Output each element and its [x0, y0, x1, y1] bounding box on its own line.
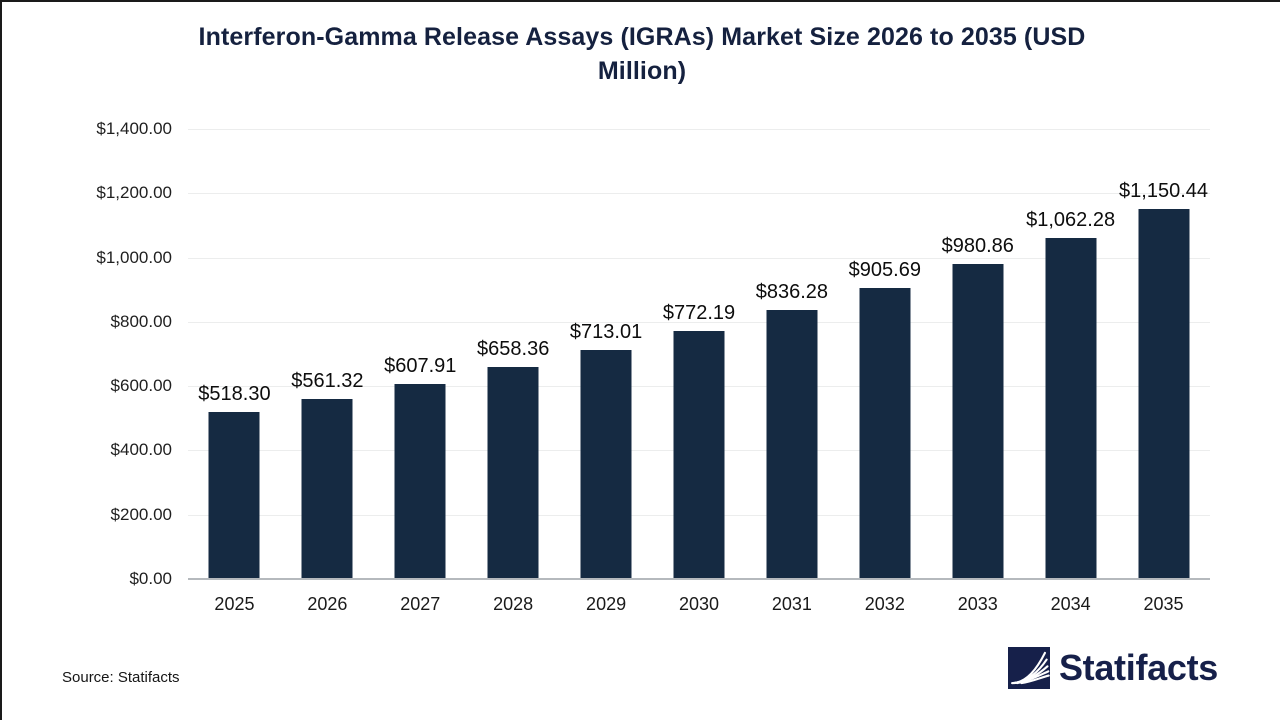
bar-slot: $1,150.44	[1117, 129, 1210, 579]
x-axis-tick-label: 2035	[1143, 594, 1184, 614]
bar-value-label: $1,150.44	[1119, 180, 1209, 203]
x-axis-tick-label: 2025	[214, 594, 255, 614]
x-axis-tick-label: 2026	[307, 594, 348, 614]
x-axis-baseline	[188, 578, 1210, 580]
y-axis-tick-label: $1,200.00	[96, 183, 172, 203]
bar-slot: $772.19	[653, 129, 746, 579]
chart-title-line-2: 2035 (USD Million)	[597, 23, 1086, 85]
x-axis-tick-label: 2027	[400, 594, 441, 614]
bar-value-label: $607.91	[384, 354, 457, 377]
statifacts-wave-logo-icon	[1007, 647, 1050, 689]
y-axis: $1,400.00 $1,200.00 $1,000.00 $800.00 $600.0…	[32, 119, 172, 588]
bar-slot: $836.28	[745, 129, 838, 579]
bars-layer: $518.30 $561.32 $607.91 $658.36 $713.01 $772.…	[188, 129, 1210, 579]
bar[interactable]	[301, 398, 353, 579]
source-note: Source: Statifacts	[62, 669, 180, 686]
bar-value-label: $658.36	[477, 338, 550, 361]
y-axis-tick-label: $0.00	[129, 569, 172, 588]
bar[interactable]	[1138, 209, 1190, 579]
bar-value-label: $772.19	[662, 301, 736, 324]
gridline	[188, 193, 1210, 195]
y-axis-tick-label: $1,000.00	[96, 247, 172, 267]
bar-slot: $980.86	[931, 129, 1024, 579]
y-axis-tick-label: $800.00	[110, 311, 172, 331]
gridline	[188, 321, 1210, 323]
bar-value-label: $1,062.28	[1026, 208, 1116, 231]
bar-value-label: $518.30	[198, 383, 271, 406]
bar[interactable]	[1045, 237, 1097, 579]
bar-value-label: $561.32	[291, 369, 364, 392]
x-axis-tick-label: 2030	[678, 594, 720, 614]
bar[interactable]	[859, 287, 911, 579]
x-axis: 2025 2026 2027 2028 2029 2030 2031 2032 2033 2034…	[188, 594, 1210, 622]
bar-slot: $905.69	[838, 129, 931, 579]
bar-slot: $607.91	[374, 129, 467, 579]
brand-name: Statifacts	[1058, 647, 1218, 688]
x-axis-tick-label: 2029	[586, 594, 627, 614]
bar[interactable]	[766, 310, 818, 579]
y-axis-tick-label: $200.00	[110, 504, 172, 524]
bar-slot: $518.30	[188, 129, 281, 579]
bar[interactable]	[208, 412, 260, 579]
x-axis-tick-label: 2034	[1050, 594, 1091, 614]
bar[interactable]	[394, 383, 446, 579]
bar-value-label: $713.01	[569, 320, 643, 343]
bar-value-label: $905.69	[848, 258, 921, 281]
y-axis-tick-label: $400.00	[110, 440, 172, 460]
x-axis-tick-label: 2033	[957, 594, 998, 614]
x-axis-tick-label: 2031	[771, 594, 812, 614]
gridline	[188, 129, 1210, 130]
y-axis-tick-label: $1,400.00	[96, 119, 172, 138]
bar[interactable]	[673, 330, 725, 579]
x-axis-tick-label: 2028	[493, 594, 534, 614]
bar-value-label: $980.86	[941, 234, 1014, 257]
bar-slot: $713.01	[560, 129, 653, 579]
bar-value-label: $836.28	[755, 281, 829, 304]
chart-title-line-1: Interferon-Gamma Release Assays (IGRAs) …	[198, 23, 954, 51]
bar-slot: $658.36	[467, 129, 560, 579]
bar-slot: $561.32	[281, 129, 374, 579]
chart-title: Interferon-Gamma Release Assays (IGRAs) …	[182, 20, 1102, 88]
bar[interactable]	[487, 367, 539, 579]
y-axis-tick-label: $600.00	[110, 376, 172, 396]
brand-logo: Statifacts	[1007, 647, 1218, 689]
bar-slot: $1,062.28	[1024, 129, 1117, 579]
bar[interactable]	[952, 263, 1004, 579]
x-axis-tick-label: 2032	[864, 594, 905, 614]
bar[interactable]	[580, 349, 632, 579]
gridline	[188, 257, 1210, 259]
